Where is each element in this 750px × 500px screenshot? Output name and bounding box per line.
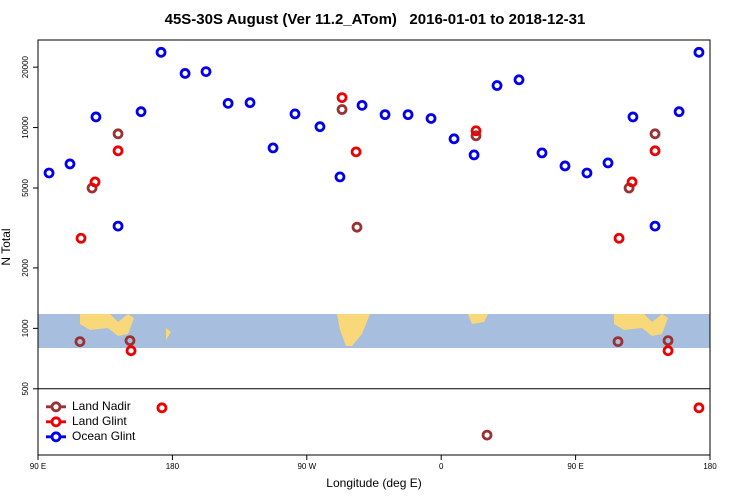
point [612,336,624,348]
point [581,167,593,179]
point [481,429,493,441]
land [614,314,668,336]
point [43,167,55,179]
x-tick-label: 90 E [567,462,583,471]
land [166,328,171,340]
y-tick-label: 20000 [21,55,30,78]
point [627,111,639,123]
point [314,121,326,133]
point [351,221,363,233]
y-tick-label: 5000 [21,179,30,197]
point [75,232,87,244]
legend-label: Ocean Glint [72,429,136,443]
point [673,106,685,118]
point [244,97,256,109]
point [693,402,705,414]
x-tick-label: 90 W [297,462,316,471]
point [267,142,279,154]
point [448,133,460,145]
y-tick-label: 2000 [21,258,30,276]
point [662,335,674,346]
point [613,232,625,244]
x-tick-label: 180 [703,462,717,471]
point [334,171,346,183]
point [425,113,437,124]
point [356,99,368,111]
y-tick-label: 1000 [21,319,30,337]
point [112,145,124,157]
chart-title: 45S-30S August (Ver 11.2_ATom) 2016-01-0… [165,11,586,28]
point [336,104,348,115]
legend-marker [50,401,62,413]
x-tick-label: 180 [166,462,180,471]
point [200,66,212,78]
point [112,220,124,232]
point [89,176,101,188]
point [124,335,136,346]
legend-label: Land Nadir [72,399,131,413]
point [649,128,661,140]
map-inset [38,314,710,348]
point [559,160,571,172]
point [470,125,482,137]
point [112,128,124,140]
x-tick-label: 90 E [30,462,46,471]
point [155,46,167,58]
point [74,336,86,348]
y-axis-label: N Total [0,228,13,265]
point [64,158,76,170]
point [468,149,480,161]
point [222,97,234,109]
y-tick-label: 500 [21,382,30,396]
point [135,106,147,118]
point [289,108,301,120]
land [337,314,370,346]
point [402,109,414,121]
y-tick-label: 10000 [21,116,30,139]
point [90,111,102,123]
point [662,345,674,357]
point [179,68,191,79]
point [156,402,168,414]
point [626,176,638,188]
land [80,314,134,336]
point [649,220,661,232]
x-axis-label: Longitude (deg E) [326,476,421,490]
point [602,157,614,169]
ocean [38,314,710,348]
x-tick-label: 0 [439,462,444,471]
legend-marker [50,431,62,443]
point [649,145,661,157]
point [125,345,137,357]
legend-marker [50,416,62,428]
point [693,46,705,58]
point [379,109,391,121]
point [336,92,348,104]
point [350,146,362,158]
point [470,130,482,142]
point [536,147,548,159]
land [468,314,488,324]
plot-frame [37,39,711,456]
point [513,74,525,86]
legend-label: Land Glint [72,414,127,428]
point [491,80,503,91]
